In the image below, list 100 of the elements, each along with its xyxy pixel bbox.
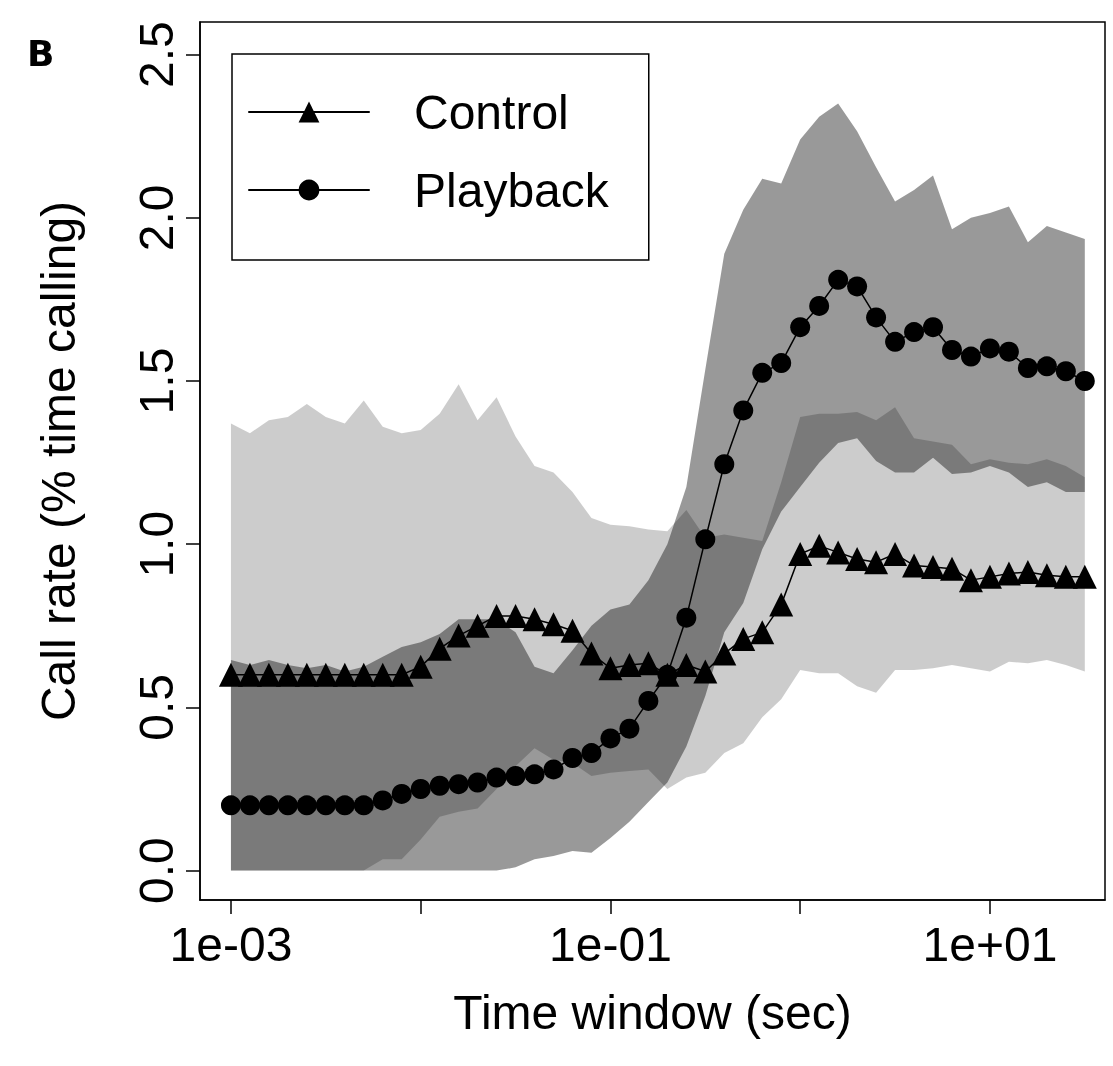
point xyxy=(218,662,243,687)
point xyxy=(1074,371,1095,392)
point xyxy=(296,795,317,816)
point xyxy=(256,662,281,687)
y-tick-label: 1.0 xyxy=(129,510,183,578)
x-tick-label: 1e-01 xyxy=(549,917,672,971)
y-tick-label: 2.0 xyxy=(129,184,183,252)
point xyxy=(790,317,811,338)
point xyxy=(562,748,583,769)
point xyxy=(636,651,661,676)
point xyxy=(750,620,775,645)
point xyxy=(524,764,545,785)
y-tick-label: 1.5 xyxy=(129,347,183,415)
point xyxy=(788,542,813,567)
point xyxy=(598,656,623,681)
point xyxy=(484,604,509,629)
point xyxy=(505,765,526,786)
point xyxy=(372,790,393,811)
point xyxy=(752,362,773,383)
y-tick-label: 2.5 xyxy=(129,21,183,89)
y-tick-label: 0.5 xyxy=(129,674,183,741)
point xyxy=(847,276,868,297)
point xyxy=(638,690,659,711)
point xyxy=(313,662,338,687)
point xyxy=(579,641,604,666)
x-tick-label: 1e+01 xyxy=(922,917,1058,971)
point xyxy=(996,561,1021,586)
y-axis-title: Call rate (% time calling) xyxy=(31,200,85,722)
point xyxy=(674,653,699,677)
point xyxy=(619,718,640,739)
point xyxy=(277,795,298,816)
point xyxy=(315,795,336,816)
chart-title: B xyxy=(27,32,55,74)
point xyxy=(581,743,602,764)
point xyxy=(695,529,716,550)
point xyxy=(864,550,889,575)
point xyxy=(410,779,431,800)
point xyxy=(239,795,260,816)
point xyxy=(807,533,832,558)
point xyxy=(712,641,737,666)
point xyxy=(220,795,241,816)
legend-label: Playback xyxy=(414,163,610,217)
point xyxy=(332,662,357,687)
legend-label: Control xyxy=(414,85,569,139)
point xyxy=(1053,564,1078,589)
point xyxy=(429,775,450,796)
y-tick-label: 0.0 xyxy=(129,837,183,904)
point xyxy=(845,546,870,571)
point xyxy=(465,613,490,638)
point xyxy=(427,636,452,661)
point xyxy=(1034,563,1059,588)
point xyxy=(503,604,528,629)
point xyxy=(391,783,412,804)
point xyxy=(1055,361,1076,382)
point xyxy=(733,400,754,421)
point xyxy=(543,759,564,780)
point xyxy=(467,772,488,793)
point xyxy=(977,564,1002,589)
point xyxy=(693,659,718,684)
x-axis-title: Time window (sec) xyxy=(453,985,852,1039)
point xyxy=(353,795,374,816)
point xyxy=(960,346,981,367)
point xyxy=(617,653,642,677)
point xyxy=(676,607,697,628)
point xyxy=(294,662,319,687)
point xyxy=(275,662,300,687)
point xyxy=(351,662,376,687)
point xyxy=(1017,357,1038,378)
point xyxy=(979,338,1000,359)
point xyxy=(771,353,792,374)
point xyxy=(541,612,566,637)
point xyxy=(731,626,756,651)
point xyxy=(885,331,906,352)
point xyxy=(448,774,469,795)
point xyxy=(939,556,964,581)
point xyxy=(258,795,279,816)
point xyxy=(998,341,1019,362)
point xyxy=(883,542,908,567)
point xyxy=(370,662,395,687)
point xyxy=(769,592,794,617)
point xyxy=(334,795,355,816)
point xyxy=(560,618,585,643)
point xyxy=(600,728,621,749)
point xyxy=(826,540,851,565)
point xyxy=(1036,356,1057,377)
point xyxy=(923,317,944,338)
point xyxy=(866,307,887,328)
point xyxy=(522,607,547,632)
point xyxy=(714,454,735,475)
point xyxy=(942,340,962,361)
point xyxy=(237,662,262,687)
point xyxy=(389,662,414,687)
point xyxy=(904,322,925,343)
point xyxy=(958,568,983,593)
point xyxy=(828,269,849,290)
point xyxy=(1072,564,1097,589)
point xyxy=(921,555,946,580)
point xyxy=(902,553,927,578)
point xyxy=(1015,559,1040,584)
point xyxy=(809,295,830,316)
